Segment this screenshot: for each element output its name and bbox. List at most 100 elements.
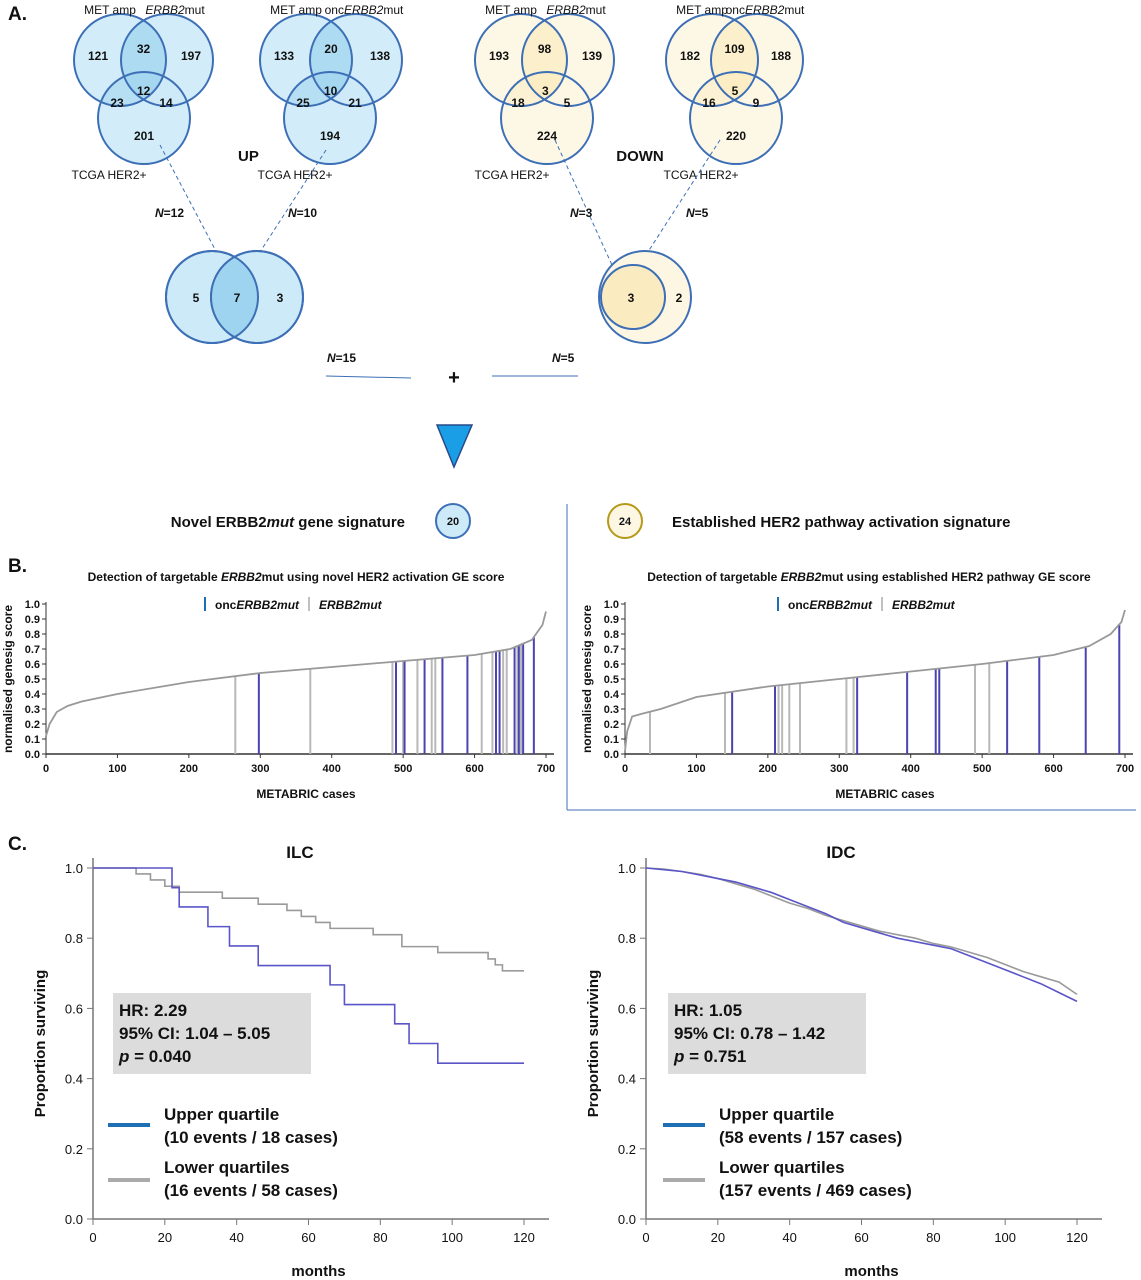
signature-left-badge: [435, 503, 471, 539]
venn-1-count-bc: 14: [159, 96, 173, 110]
venn-3: MET amp ERBB2mut TCGA HER2+ 193 98 139 3 18 5 224: [474, 3, 615, 182]
charts-group: Detection of targetable ERBB2mut using n…: [1, 570, 1134, 1280]
y-tick-label: 0.8: [618, 931, 636, 946]
legend-lower-name: Lower quartiles: [719, 1158, 845, 1177]
venn-4-label-b: oncERBB2mut: [726, 3, 805, 17]
venn-2-count-ac: 25: [296, 96, 310, 110]
x-tick-label: 400: [902, 763, 920, 775]
up-label: UP: [238, 148, 259, 165]
x-tick-label: 120: [1066, 1230, 1088, 1245]
n-label-up-2: N=10: [288, 206, 317, 220]
total-down-label: N=5: [552, 351, 575, 365]
plus-sign: +: [448, 367, 460, 389]
legend-upper-name: Upper quartile: [719, 1105, 834, 1124]
y-tick-label: 0.6: [604, 659, 619, 671]
x-tick-label: 100: [687, 763, 705, 775]
upper-quartile-curve: [645, 867, 1078, 1003]
x-tick-label: 0: [89, 1230, 96, 1245]
venn-1-count-ab: 32: [137, 42, 151, 56]
y-tick-label: 0.3: [25, 704, 40, 716]
y-tick-label: 0.2: [65, 1142, 83, 1157]
signature-right-count: 24: [619, 516, 632, 528]
venn-3-count-c_only: 224: [537, 129, 557, 143]
x-tick-label: 0: [642, 1230, 649, 1245]
venn-3-label-c: TCGA HER2+: [474, 168, 549, 182]
venn-2-count-ab: 20: [324, 42, 338, 56]
venn-1-count-a_only: 121: [88, 49, 108, 63]
x-tick-label: 100: [994, 1230, 1016, 1245]
chart-1: Detection of targetable ERBB2mut using n…: [1, 570, 555, 801]
venn-3-count-b_only: 139: [582, 49, 602, 63]
y-tick-label: 0.4: [618, 1072, 636, 1087]
x-tick-label: 0: [43, 763, 49, 775]
signature-left-count: 20: [447, 516, 459, 528]
y-tick-label: 1.0: [25, 599, 40, 611]
x-tick-label: 0: [622, 763, 628, 775]
n-label-down-2: N=5: [686, 206, 709, 220]
x-tick-label: 40: [782, 1230, 796, 1245]
y-tick-label: 0.5: [25, 674, 40, 686]
chart-title: Detection of targetable ERBB2mut using e…: [647, 570, 1091, 584]
y-tick-label: 0.0: [65, 1212, 83, 1227]
venn-2-count-abc: 10: [324, 84, 338, 98]
signature-right-badge: [607, 503, 643, 539]
combined-up-overlap-count: 7: [234, 291, 241, 305]
upper-quartile-curve: [93, 867, 524, 1064]
venn-3-count-ac: 18: [511, 96, 525, 110]
x-axis-label: months: [291, 1263, 345, 1280]
panel-label-b: B.: [8, 556, 27, 577]
total-up-underline: [325, 375, 412, 379]
venn-2-label-c: TCGA HER2+: [257, 168, 332, 182]
venn-3-count-a_only: 193: [489, 49, 509, 63]
x-axis-label: METABRIC cases: [256, 787, 355, 801]
n-label-up-1: N=12: [155, 206, 184, 220]
venn-4-count-c_only: 220: [726, 129, 746, 143]
x-tick-label: 500: [973, 763, 991, 775]
venn-4-count-bc: 9: [753, 96, 760, 110]
chart-title: IDC: [826, 843, 855, 862]
lower-quartiles-curve: [93, 867, 524, 972]
chart-title: ILC: [286, 843, 313, 862]
x-tick-label: 600: [1044, 763, 1062, 775]
panel-label-a: A.: [8, 4, 27, 25]
venn-4-count-a_only: 182: [680, 49, 700, 63]
y-tick-label: 0.4: [604, 689, 620, 701]
x-tick-label: 100: [108, 763, 126, 775]
y-tick-label: 0.7: [25, 644, 40, 656]
venn-diagram-group: MET amp ERBB2mut TCGA HER2+ 121 32 197 12 23 14 2…: [71, 3, 805, 182]
venn-3-count-abc: 3: [542, 84, 549, 98]
venn-1-count-abc: 12: [137, 84, 151, 98]
signature-right-title: Established HER2 pathway activation sign…: [672, 514, 1010, 531]
x-tick-label: 700: [537, 763, 555, 775]
score-curve: [624, 609, 1126, 752]
x-tick-label: 300: [830, 763, 848, 775]
combined-down-outer-count: 2: [676, 291, 683, 305]
stats-box: [668, 993, 866, 1074]
venn-4-count-abc: 5: [732, 84, 739, 98]
x-tick-label: 200: [759, 763, 777, 775]
stats-hr: HR: 2.29: [119, 1001, 187, 1020]
legend-upper-sub: (58 events / 157 cases): [719, 1128, 902, 1147]
venn-3-count-ab: 98: [538, 42, 552, 56]
lower-quartiles-curve: [645, 867, 1078, 996]
y-tick-label: 0.8: [65, 931, 83, 946]
signature-left-title: Novel ERBB2mut gene signature: [171, 514, 405, 531]
venn-1-count-b_only: 197: [181, 49, 201, 63]
y-tick-label: 0.2: [618, 1142, 636, 1157]
y-tick-label: 0.0: [25, 749, 40, 761]
venn-1-label-a: MET amp: [84, 3, 136, 17]
y-tick-label: 0.6: [65, 1001, 83, 1016]
y-axis-label: Proportion surviving: [585, 970, 602, 1118]
y-tick-label: 0.9: [25, 614, 40, 626]
y-tick-label: 0.4: [25, 689, 41, 701]
combined-up-venn: 5 7 3: [165, 250, 304, 344]
y-tick-label: 1.0: [604, 599, 619, 611]
venn-2-count-bc: 21: [348, 96, 362, 110]
stats-p: p = 0.751: [673, 1047, 746, 1066]
venn-2-count-b_only: 138: [370, 49, 390, 63]
venn-2-count-a_only: 133: [274, 49, 294, 63]
y-tick-label: 0.2: [25, 719, 40, 731]
x-tick-label: 500: [394, 763, 412, 775]
score-curve: [45, 611, 547, 737]
